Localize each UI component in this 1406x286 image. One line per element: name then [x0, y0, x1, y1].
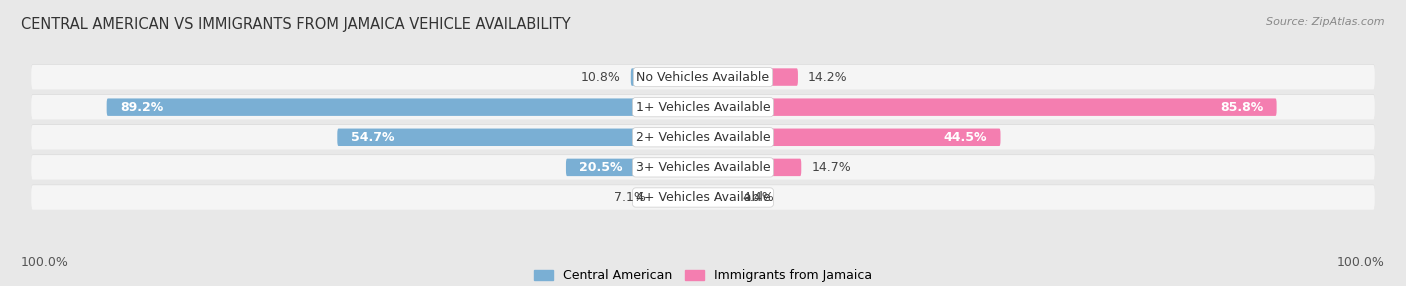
FancyBboxPatch shape	[703, 128, 1001, 146]
FancyBboxPatch shape	[31, 125, 1375, 150]
FancyBboxPatch shape	[703, 98, 1277, 116]
Text: 10.8%: 10.8%	[581, 71, 621, 84]
Text: No Vehicles Available: No Vehicles Available	[637, 71, 769, 84]
Text: 14.2%: 14.2%	[808, 71, 848, 84]
Text: CENTRAL AMERICAN VS IMMIGRANTS FROM JAMAICA VEHICLE AVAILABILITY: CENTRAL AMERICAN VS IMMIGRANTS FROM JAMA…	[21, 17, 571, 32]
FancyBboxPatch shape	[31, 95, 1375, 120]
FancyBboxPatch shape	[703, 68, 799, 86]
Text: 2+ Vehicles Available: 2+ Vehicles Available	[636, 131, 770, 144]
Text: 1+ Vehicles Available: 1+ Vehicles Available	[636, 101, 770, 114]
FancyBboxPatch shape	[703, 189, 733, 206]
Text: 44.5%: 44.5%	[943, 131, 987, 144]
Text: 3+ Vehicles Available: 3+ Vehicles Available	[636, 161, 770, 174]
FancyBboxPatch shape	[567, 159, 703, 176]
FancyBboxPatch shape	[31, 94, 1375, 119]
FancyBboxPatch shape	[31, 155, 1375, 180]
Text: 20.5%: 20.5%	[579, 161, 623, 174]
FancyBboxPatch shape	[655, 189, 703, 206]
Text: 4.4%: 4.4%	[742, 191, 775, 204]
Text: 7.1%: 7.1%	[613, 191, 645, 204]
FancyBboxPatch shape	[31, 185, 1375, 210]
FancyBboxPatch shape	[31, 65, 1375, 90]
FancyBboxPatch shape	[31, 185, 1375, 209]
Text: 4+ Vehicles Available: 4+ Vehicles Available	[636, 191, 770, 204]
Text: 14.7%: 14.7%	[811, 161, 851, 174]
Text: 100.0%: 100.0%	[21, 256, 69, 269]
Text: 54.7%: 54.7%	[350, 131, 394, 144]
Text: Source: ZipAtlas.com: Source: ZipAtlas.com	[1267, 17, 1385, 27]
Legend: Central American, Immigrants from Jamaica: Central American, Immigrants from Jamaic…	[534, 269, 872, 282]
FancyBboxPatch shape	[31, 124, 1375, 149]
FancyBboxPatch shape	[631, 68, 703, 86]
FancyBboxPatch shape	[31, 64, 1375, 89]
Text: 89.2%: 89.2%	[120, 101, 163, 114]
FancyBboxPatch shape	[337, 128, 703, 146]
FancyBboxPatch shape	[31, 155, 1375, 179]
Text: 85.8%: 85.8%	[1220, 101, 1263, 114]
FancyBboxPatch shape	[107, 98, 703, 116]
Text: 100.0%: 100.0%	[1337, 256, 1385, 269]
FancyBboxPatch shape	[703, 159, 801, 176]
